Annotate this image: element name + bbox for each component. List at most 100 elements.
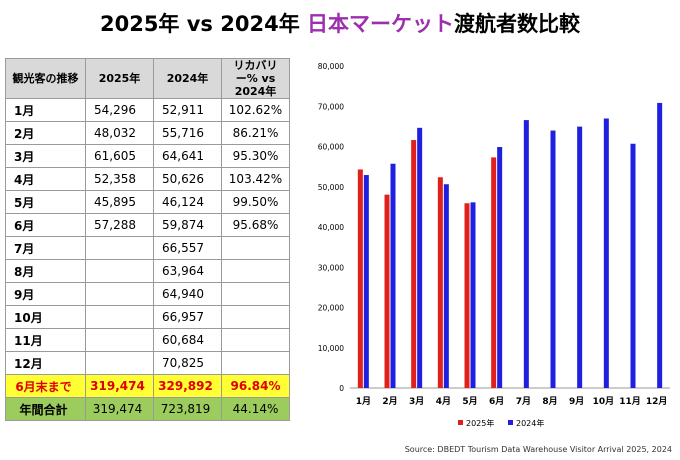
y-tick-label: 40,000 — [318, 223, 344, 232]
x-tick-label: 5月 — [462, 396, 477, 407]
cell-2025: 57,288 — [85, 213, 154, 237]
cell-recovery — [221, 305, 290, 329]
header-recovery-line1: リカバリー% vs — [233, 59, 278, 85]
title-part2: 渡航者数比較 — [454, 12, 581, 36]
table-row: 4月 52,358 50,626 103.42% — [5, 167, 290, 191]
cell-month: 7月 — [5, 236, 86, 260]
cell-month: 2月 — [5, 121, 86, 145]
x-tick-label: 6月 — [489, 396, 504, 407]
bar-2024-5 — [470, 202, 476, 388]
cell-recovery — [221, 328, 290, 352]
cell-2024: 52,911 — [153, 98, 222, 122]
cell-2024: 64,940 — [153, 282, 222, 306]
x-tick-label: 4月 — [436, 396, 451, 407]
x-tick-label: 3月 — [409, 396, 424, 407]
table-row: 3月 61,605 64,641 95.30% — [5, 144, 290, 168]
cell-2024: 55,716 — [153, 121, 222, 145]
cell-2025: 48,032 — [85, 121, 154, 145]
total-row-label: 年間合計 — [5, 397, 86, 421]
x-tick-label: 10月 — [593, 396, 615, 407]
cell-recovery — [221, 282, 290, 306]
title-part1: 2025年 vs 2024年 — [99, 12, 308, 36]
cell-month: 6月 — [5, 213, 86, 237]
header-2025: 2025年 — [85, 58, 154, 99]
bar-2024-7 — [523, 120, 529, 388]
y-tick-label: 50,000 — [318, 183, 344, 192]
x-tick-label: 1月 — [356, 396, 371, 407]
cell-2025 — [85, 236, 154, 260]
header-trend: 観光客の推移 — [5, 58, 86, 99]
cell-2024: 60,684 — [153, 328, 222, 352]
table-row: 2月 48,032 55,716 86.21% — [5, 121, 290, 145]
cell-month: 3月 — [5, 144, 86, 168]
cell-month: 4月 — [5, 167, 86, 191]
ytd-row: 6月末まで 319,474 329,892 96.84% — [5, 374, 290, 398]
bar-2024-1 — [363, 175, 369, 388]
y-tick-label: 60,000 — [318, 143, 344, 152]
cell-2024: 50,626 — [153, 167, 222, 191]
bar-2025-3 — [411, 140, 417, 388]
bar-2025-2 — [384, 194, 390, 388]
cell-recovery — [221, 236, 290, 260]
y-tick-label: 30,000 — [318, 263, 344, 272]
bar-chart: 0 10,000 20,000 30,000 40,000 50,000 60,000 70,… — [318, 62, 670, 428]
ytd-row-2024: 329,892 — [153, 374, 222, 398]
table-row: 11月 60,684 — [5, 328, 290, 352]
table-row: 1月 54,296 52,911 102.62% — [5, 98, 290, 122]
cell-2024: 66,957 — [153, 305, 222, 329]
y-tick-label: 80,000 — [318, 62, 344, 71]
page-title: 2025年 vs 2024年 日本マーケット渡航者数比較 — [0, 8, 680, 38]
cell-2025 — [85, 328, 154, 352]
header-2024: 2024年 — [153, 58, 222, 99]
ytd-row-recovery: 96.84% — [221, 374, 290, 398]
table-row: 7月 66,557 — [5, 236, 290, 260]
cell-recovery: 103.42% — [221, 167, 290, 191]
bar-2025-6 — [491, 157, 497, 388]
bar-2024-10 — [603, 118, 609, 388]
cell-month: 10月 — [5, 305, 86, 329]
table-row: 6月 57,288 59,874 95.68% — [5, 213, 290, 237]
total-row-recovery: 44.14% — [221, 397, 290, 421]
source-note: Source: DBEDT Tourism Data Warehouse Vis… — [404, 445, 672, 454]
bar-2024-4 — [443, 184, 449, 388]
cell-recovery: 102.62% — [221, 98, 290, 122]
bar-2025-5 — [464, 203, 470, 388]
y-tick-label: 10,000 — [318, 344, 344, 353]
title-accent: 日本マーケット — [307, 12, 455, 36]
table-row: 9月 64,940 — [5, 282, 290, 306]
bar-2024-8 — [550, 130, 556, 388]
bar-2024-6 — [497, 147, 503, 388]
cell-2025 — [85, 282, 154, 306]
table-row: 12月 70,825 — [5, 351, 290, 375]
bar-2024-12 — [657, 102, 663, 388]
x-tick-label: 7月 — [516, 396, 531, 407]
cell-recovery — [221, 259, 290, 283]
bar-2024-11 — [630, 143, 636, 388]
cell-2024: 59,874 — [153, 213, 222, 237]
cell-2025: 61,605 — [85, 144, 154, 168]
table-header-row: 観光客の推移 2025年 2024年 リカバリー% vs 2024年 — [5, 58, 290, 99]
cell-2024: 63,964 — [153, 259, 222, 283]
cell-recovery — [221, 351, 290, 375]
y-tick-label: 0 — [339, 384, 344, 393]
cell-2024: 64,641 — [153, 144, 222, 168]
cell-month: 8月 — [5, 259, 86, 283]
cell-month: 5月 — [5, 190, 86, 214]
cell-recovery: 95.68% — [221, 213, 290, 237]
arrivals-table: 観光客の推移 2025年 2024年 リカバリー% vs 2024年 1月 54,2… — [5, 58, 290, 421]
cell-2025 — [85, 305, 154, 329]
cell-2024: 70,825 — [153, 351, 222, 375]
table-row: 10月 66,957 — [5, 305, 290, 329]
legend-swatch-2025 — [458, 420, 463, 425]
cell-2024: 46,124 — [153, 190, 222, 214]
cell-2025: 52,358 — [85, 167, 154, 191]
header-recovery: リカバリー% vs 2024年 — [221, 58, 290, 99]
cell-2025: 54,296 — [85, 98, 154, 122]
cell-2024: 66,557 — [153, 236, 222, 260]
y-tick-label: 70,000 — [318, 102, 344, 111]
x-tick-label: 9月 — [569, 396, 584, 407]
x-tick-label: 8月 — [542, 396, 557, 407]
cell-month: 9月 — [5, 282, 86, 306]
total-row: 年間合計 319,474 723,819 44.14% — [5, 397, 290, 421]
x-tick-label: 2月 — [382, 396, 397, 407]
